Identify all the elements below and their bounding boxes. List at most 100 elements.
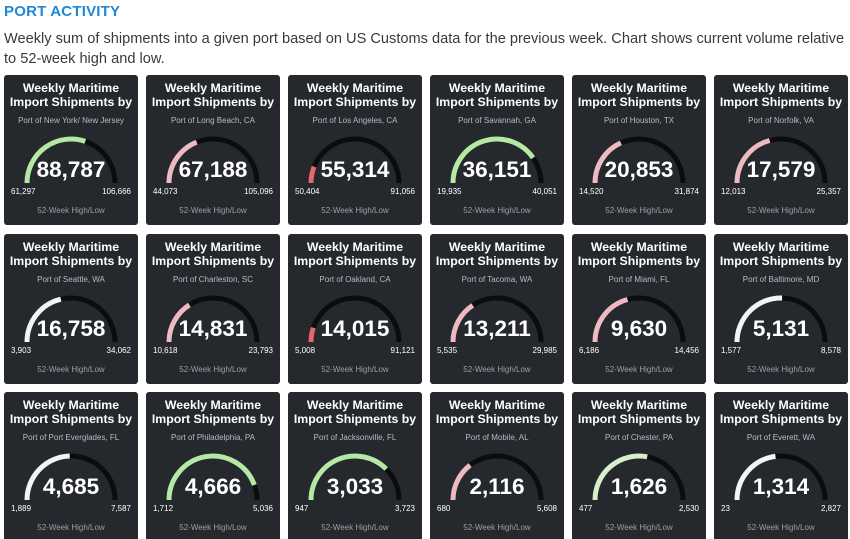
low-value: 5,008 [295,346,316,355]
high-value: 5,036 [252,504,273,513]
gauge-tile: Weekly Maritime Import Shipments by Port … [146,392,280,539]
tile-footer: 52-Week High/Low [37,523,105,532]
shipment-value: 55,314 [320,157,390,182]
low-value: 50,404 [295,187,320,196]
gauge-track [308,136,402,184]
shipment-value: 14,831 [178,316,248,341]
port-name: Port of New York/ New Jersey [18,116,124,125]
gauge-fill [592,453,648,501]
gauge-arc [308,453,402,501]
port-name: Port of Baltimore, MD [742,275,820,284]
tile-title: Weekly Maritime Import Shipments by [577,240,701,268]
gauge-arc [166,295,260,343]
gauge-arc [450,453,544,501]
gauge-tile: Weekly Maritime Import Shipments by Port … [146,75,280,225]
tile-title: Weekly Maritime Import Shipments by [9,398,133,426]
gauge-fill [166,302,191,343]
page-header: PORT ACTIVITY Weekly sum of shipments in… [4,2,846,69]
port-name: Port of Port Everglades, FL [22,433,120,442]
shipment-value: 5,131 [752,316,810,341]
high-value: 7,587 [110,504,131,513]
low-value: 6,186 [579,346,600,355]
port-name: Port of Los Angeles, CA [312,116,398,125]
low-value: 61,297 [11,187,36,196]
shipment-value: 36,151 [462,157,532,182]
tile-title: Weekly Maritime Import Shipments by [151,398,275,426]
gauge-arc [734,295,828,343]
gauge-tile: Weekly Maritime Import Shipments by Port … [714,75,848,225]
gauge-fill [308,165,317,184]
tile-title: Weekly Maritime Import Shipments by [435,81,559,109]
port-name: Port of Mobile, AL [465,433,529,442]
shipment-value: 14,015 [320,316,390,341]
gauge-tile: Weekly Maritime Import Shipments by Port … [4,75,138,225]
high-value: 29,985 [532,346,557,355]
shipment-value: 2,116 [469,474,525,499]
high-value: 5,608 [536,504,557,513]
tile-footer: 52-Week High/Low [747,523,815,532]
tile-footer: 52-Week High/Low [37,365,105,374]
shipment-value: 16,758 [36,316,106,341]
gauge-fill [166,453,257,501]
high-value: 8,578 [820,346,841,355]
gauge-tile: Weekly Maritime Import Shipments by Port … [4,234,138,384]
high-value: 2,530 [678,504,699,513]
gauge-tile: Weekly Maritime Import Shipments by Port … [572,234,706,384]
gauge-tile: Weekly Maritime Import Shipments by Port … [572,392,706,539]
gauge-arc [450,295,544,343]
tile-footer: 52-Week High/Low [605,365,673,374]
low-value: 10,618 [153,346,178,355]
low-value: 23 [721,504,730,513]
port-name: Port of Jacksonville, FL [313,433,397,442]
low-value: 1,889 [11,504,32,513]
port-gauge-grid: Weekly Maritime Import Shipments by Port … [4,75,849,539]
tile-footer: 52-Week High/Low [321,365,389,374]
tile-title: Weekly Maritime Import Shipments by [9,81,133,109]
gauge-fill [308,326,316,343]
gauge-tile: Weekly Maritime Import Shipments by Port … [430,234,564,384]
gauge-tile: Weekly Maritime Import Shipments by Port … [430,392,564,539]
tile-title: Weekly Maritime Import Shipments by [719,81,843,109]
tile-title: Weekly Maritime Import Shipments by [9,240,133,268]
gauge-arc [166,453,260,501]
gauge-arc [592,295,686,343]
gauge-tile: Weekly Maritime Import Shipments by Port … [4,392,138,539]
high-value: 105,096 [244,187,273,196]
tile-footer: 52-Week High/Low [605,523,673,532]
tile-title: Weekly Maritime Import Shipments by [293,398,417,426]
high-value: 91,121 [390,346,415,355]
high-value: 40,051 [532,187,557,196]
gauge-fill [592,297,629,343]
tile-title: Weekly Maritime Import Shipments by [435,240,559,268]
low-value: 680 [437,504,451,513]
gauge-arc [734,136,828,184]
port-name: Port of Savannah, GA [458,116,536,125]
tile-title: Weekly Maritime Import Shipments by [719,398,843,426]
port-name: Port of Oakland, CA [319,275,391,284]
gauge-fill [450,136,536,184]
tile-footer: 52-Week High/Low [179,206,247,215]
high-value: 106,666 [102,187,131,196]
gauge-arc [24,295,118,343]
gauge-fill [592,140,623,184]
gauge-fill [450,463,472,501]
tile-footer: 52-Week High/Low [179,365,247,374]
port-name: Port of Houston, TX [603,116,675,125]
low-value: 12,013 [721,187,746,196]
high-value: 25,357 [816,187,841,196]
high-value: 91,056 [390,187,415,196]
gauge-arc [24,453,118,501]
tile-title: Weekly Maritime Import Shipments by [577,81,701,109]
gauge-tile: Weekly Maritime Import Shipments by Port … [288,75,422,225]
port-name: Port of Seattle, WA [37,275,105,284]
port-name: Port of Everett, WA [746,433,816,442]
tile-footer: 52-Week High/Low [321,206,389,215]
shipment-value: 1,626 [610,474,668,499]
gauge-tile: Weekly Maritime Import Shipments by Port … [288,234,422,384]
low-value: 1,712 [153,504,174,513]
high-value: 34,062 [106,346,131,355]
port-name: Port of Long Beach, CA [170,116,256,125]
gauge-fill [166,139,198,184]
gauge-arc [450,136,544,184]
gauge-arc [734,453,828,501]
